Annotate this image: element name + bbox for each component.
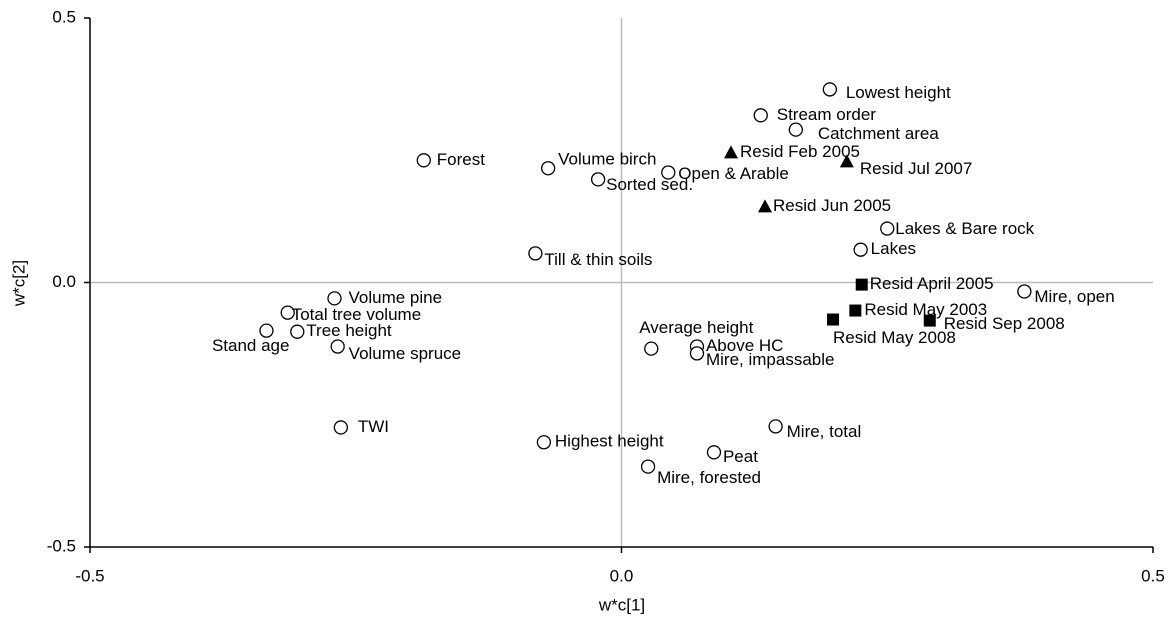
x-tick-label: 0.0 bbox=[610, 566, 634, 585]
point bbox=[788, 122, 803, 137]
point-label: Lakes bbox=[871, 239, 916, 258]
point-label: Resid Jul 2007 bbox=[860, 159, 972, 178]
y-axis-label: w*c[2] bbox=[9, 260, 28, 307]
point-label: Mire, forested bbox=[657, 468, 761, 487]
point-label: Peat bbox=[723, 447, 758, 466]
point-label: Stand age bbox=[212, 336, 290, 355]
y-tick-label: 0.0 bbox=[52, 272, 76, 291]
point-label: Forest bbox=[437, 150, 485, 169]
point bbox=[855, 278, 868, 291]
point-label: Volume spruce bbox=[349, 344, 461, 363]
point bbox=[923, 314, 936, 327]
point bbox=[640, 459, 656, 474]
point-label: Lakes & Bare rock bbox=[895, 219, 1034, 238]
point-label: Resid May 2003 bbox=[864, 300, 987, 319]
point-label: Above HC bbox=[706, 336, 783, 355]
point-label: Open & Arable bbox=[678, 164, 789, 183]
point-label: TWI bbox=[358, 417, 389, 436]
point bbox=[768, 419, 783, 434]
point bbox=[853, 242, 868, 257]
point bbox=[849, 304, 862, 317]
point-label: Resid Feb 2005 bbox=[740, 142, 860, 161]
point bbox=[290, 324, 305, 339]
point bbox=[880, 221, 895, 236]
point bbox=[536, 435, 552, 450]
point bbox=[827, 313, 840, 326]
point bbox=[528, 246, 543, 261]
point bbox=[661, 165, 676, 180]
point bbox=[416, 153, 431, 168]
point bbox=[689, 346, 705, 361]
point bbox=[541, 161, 556, 176]
point bbox=[327, 291, 342, 306]
point bbox=[280, 305, 295, 320]
point bbox=[644, 341, 659, 356]
point-label: Average height bbox=[639, 318, 753, 337]
point bbox=[590, 172, 606, 187]
point bbox=[1017, 284, 1032, 299]
y-tick-label: -0.5 bbox=[47, 536, 76, 555]
point bbox=[758, 199, 773, 213]
x-axis-label: w*c[1] bbox=[598, 595, 645, 614]
point-label: Resid Sep 2008 bbox=[944, 314, 1065, 333]
point-label: Till & thin soils bbox=[544, 250, 652, 269]
point-label: Sorted sed. bbox=[606, 175, 693, 194]
point-label: Volume pine bbox=[348, 288, 442, 307]
point-label: Catchment area bbox=[818, 124, 939, 143]
x-tick-label: -0.5 bbox=[75, 566, 104, 585]
point-label: Resid April 2005 bbox=[870, 274, 994, 293]
point-label: Stream order bbox=[777, 105, 877, 124]
point bbox=[822, 82, 837, 97]
point-label: Total tree volume bbox=[292, 305, 421, 324]
point bbox=[839, 154, 854, 168]
point-label: Tree height bbox=[306, 321, 392, 340]
point-label: Resid May 2008 bbox=[833, 328, 956, 347]
point-label: Mire, total bbox=[787, 422, 862, 441]
point-label: Mire, open bbox=[1034, 287, 1114, 306]
point bbox=[259, 323, 274, 338]
point bbox=[723, 145, 738, 159]
x-tick-label: 0.5 bbox=[1141, 566, 1165, 585]
point-label: Lowest height bbox=[846, 83, 951, 102]
point bbox=[330, 339, 345, 354]
y-tick-label: 0.5 bbox=[52, 7, 76, 26]
point bbox=[753, 108, 768, 123]
point bbox=[706, 445, 722, 460]
point-label: Highest height bbox=[555, 432, 664, 451]
point-label: Resid Jun 2005 bbox=[773, 196, 891, 215]
point-label: Mire, impassable bbox=[706, 350, 835, 369]
point-label: Volume birch bbox=[558, 150, 656, 169]
point bbox=[333, 420, 349, 435]
